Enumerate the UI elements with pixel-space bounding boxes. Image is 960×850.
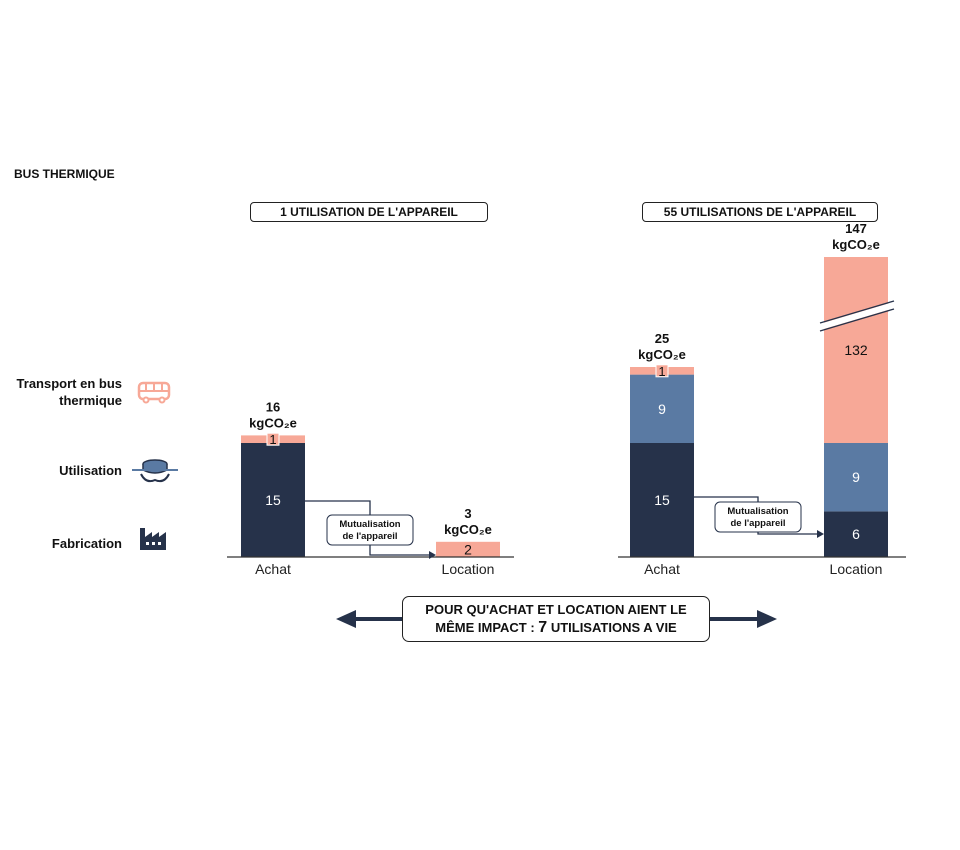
axis-break-line-bottom-3: [819, 308, 895, 332]
panel-label-55-uses: 55 UTILISATIONS DE L'APPAREIL: [642, 202, 878, 222]
bar-fabrication-2: [630, 443, 694, 557]
data-label-fabrication-2: 15: [654, 492, 670, 508]
bottom-note-line1: POUR QU'ACHAT ET LOCATION AIENT LE: [425, 602, 687, 617]
total-label-3: 147: [845, 221, 867, 236]
bar-transport-3: [824, 257, 888, 443]
data-label-box-transport-0: [266, 432, 280, 446]
bar-utilisation-2: [630, 374, 694, 443]
total-unit-0: kgCO₂e: [249, 415, 297, 430]
mutualisation-box-0: [326, 514, 414, 546]
data-label-transport-0: 1: [269, 432, 276, 447]
double-arrow-right-head: [757, 610, 777, 628]
legend-label-transport: Transport en bus thermique: [16, 376, 122, 408]
data-label-transport-3: 132: [844, 342, 868, 358]
legend-label-fabrication: Fabrication: [51, 536, 122, 551]
data-label-transport-1: 2: [464, 541, 472, 557]
mutualisation-label-line2-0: de l'appareil: [342, 531, 397, 542]
mutualisation-label-line1-1: Mutualisation: [727, 506, 788, 517]
mutualisation-label-line2-1: de l'appareil: [730, 518, 785, 529]
data-label-utilisation-2: 9: [658, 401, 666, 417]
bar-fabrication-3: [824, 511, 888, 557]
mutualisation-arrowhead-1: [817, 530, 824, 538]
data-label-fabrication-3: 6: [852, 526, 860, 542]
axis-break-line-top-3: [819, 300, 895, 324]
bottom-note-box: POUR QU'ACHAT ET LOCATION AIENT LE MÊME …: [402, 596, 710, 642]
data-label-utilisation-3: 9: [852, 469, 860, 485]
bar-fabrication-0: [241, 443, 305, 557]
device-icon: [132, 456, 178, 486]
category-label-2: Achat: [644, 561, 680, 577]
bar-transport-1: [436, 541, 500, 557]
mutualisation-label-line1-0: Mutualisation: [339, 519, 400, 530]
mutualisation-arrowhead-0: [429, 551, 436, 559]
panel-label-1-use: 1 UTILISATION DE L'APPAREIL: [250, 202, 488, 222]
data-label-fabrication-0: 15: [265, 492, 281, 508]
total-unit-1: kgCO₂e: [444, 522, 492, 537]
total-label-1: 3: [464, 506, 471, 521]
category-label-0: Achat: [255, 561, 291, 577]
bottom-note-number: 7: [538, 619, 548, 636]
bottom-note-line2: MÊME IMPACT : 7 UTILISATIONS A VIE: [411, 619, 701, 637]
data-label-transport-2: 1: [658, 364, 665, 379]
data-label-box-transport-2: [655, 364, 669, 378]
mutualisation-box-1: [714, 501, 802, 533]
legend-label-utilisation: Utilisation: [59, 463, 122, 478]
total-label-2: 25: [655, 331, 669, 346]
bus-icon: [136, 377, 172, 407]
total-label-0: 16: [266, 399, 280, 414]
chart-title: BUS THERMIQUE: [14, 167, 115, 181]
bottom-note-suffix: UTILISATIONS A VIE: [547, 620, 677, 635]
category-label-3: Location: [830, 561, 883, 577]
axis-break-gap-3: [819, 302, 895, 330]
factory-icon: [138, 524, 174, 554]
total-unit-2: kgCO₂e: [638, 347, 686, 362]
bar-utilisation-3: [824, 443, 888, 512]
bottom-note-prefix: MÊME IMPACT :: [435, 620, 539, 635]
double-arrow-left-head: [336, 610, 356, 628]
total-unit-3: kgCO₂e: [832, 237, 880, 252]
category-label-1: Location: [442, 561, 495, 577]
